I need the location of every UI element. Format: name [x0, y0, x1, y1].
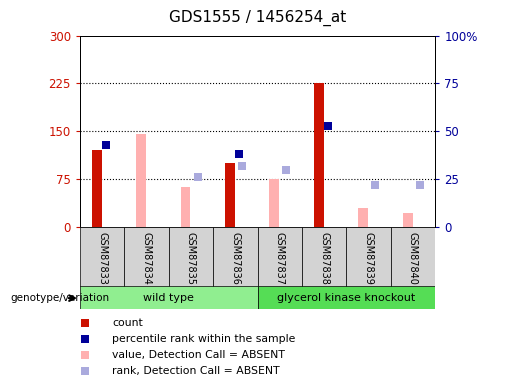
Text: GSM87838: GSM87838	[319, 232, 329, 285]
Bar	[403, 213, 413, 227]
Text: GSM87834: GSM87834	[142, 232, 151, 285]
Bar	[358, 208, 368, 227]
Bar	[314, 84, 324, 227]
Bar	[80, 227, 124, 287]
Text: count: count	[112, 318, 143, 328]
Text: genotype/variation: genotype/variation	[10, 293, 109, 303]
Bar	[80, 286, 258, 309]
Bar	[258, 286, 435, 309]
Text: GDS1555 / 1456254_at: GDS1555 / 1456254_at	[169, 9, 346, 26]
Bar	[269, 179, 279, 227]
Bar	[346, 227, 391, 287]
Text: value, Detection Call = ABSENT: value, Detection Call = ABSENT	[112, 350, 285, 360]
Bar	[169, 227, 213, 287]
Text: glycerol kinase knockout: glycerol kinase knockout	[277, 293, 416, 303]
Bar	[225, 163, 235, 227]
Text: GSM87836: GSM87836	[230, 232, 241, 285]
Text: GSM87839: GSM87839	[364, 232, 373, 285]
Text: GSM87833: GSM87833	[97, 232, 107, 285]
Text: GSM87837: GSM87837	[274, 232, 285, 285]
Bar	[181, 187, 191, 227]
Bar	[124, 227, 169, 287]
Bar	[258, 227, 302, 287]
Text: percentile rank within the sample: percentile rank within the sample	[112, 334, 295, 344]
Bar	[302, 227, 346, 287]
Text: wild type: wild type	[143, 293, 194, 303]
Bar	[391, 227, 435, 287]
Bar	[92, 150, 101, 227]
Bar	[136, 135, 146, 227]
Bar	[213, 227, 258, 287]
Text: GSM87835: GSM87835	[186, 232, 196, 285]
Text: rank, Detection Call = ABSENT: rank, Detection Call = ABSENT	[112, 366, 280, 375]
Text: GSM87840: GSM87840	[408, 232, 418, 285]
